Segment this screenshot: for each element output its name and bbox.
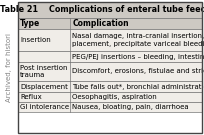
Text: Tube falls out*, bronchial administration of fee-: Tube falls out*, bronchial administratio…	[72, 84, 204, 90]
Text: Table 21    Complications of enteral tube feeding: Table 21 Complications of enteral tube f…	[0, 6, 204, 14]
Bar	[18, 51, 202, 62]
Bar	[18, 92, 202, 102]
Text: Post insertion
trauma: Post insertion trauma	[20, 65, 68, 78]
Text: GI intolerance: GI intolerance	[20, 104, 69, 110]
Text: Nausea, bloating, pain, diarrhoea: Nausea, bloating, pain, diarrhoea	[72, 104, 189, 110]
Bar	[18, 102, 202, 112]
Bar	[18, 62, 202, 81]
Text: Nasal damage, intra-cranial insertion, pharyngo-
placement, precipitate variceal: Nasal damage, intra-cranial insertion, p…	[72, 33, 204, 47]
Bar	[18, 81, 202, 92]
Text: Displacement: Displacement	[20, 84, 68, 90]
Text: Reflux: Reflux	[20, 94, 42, 100]
Bar	[18, 18, 202, 29]
Text: Complication: Complication	[72, 19, 129, 28]
Text: PEG/PEJ insertions – bleeding, intestinal/color: PEG/PEJ insertions – bleeding, intestina…	[72, 53, 204, 60]
Text: Archived, for histori: Archived, for histori	[6, 33, 12, 102]
Bar	[18, 29, 202, 51]
Bar	[18, 2, 202, 18]
Text: Discomfort, erosions, fistulae and strictures.: Discomfort, erosions, fistulae and stric…	[72, 68, 204, 75]
Text: Insertion: Insertion	[20, 37, 51, 43]
Text: Oesophagitis, aspiration: Oesophagitis, aspiration	[72, 94, 157, 100]
Text: Type: Type	[20, 19, 40, 28]
